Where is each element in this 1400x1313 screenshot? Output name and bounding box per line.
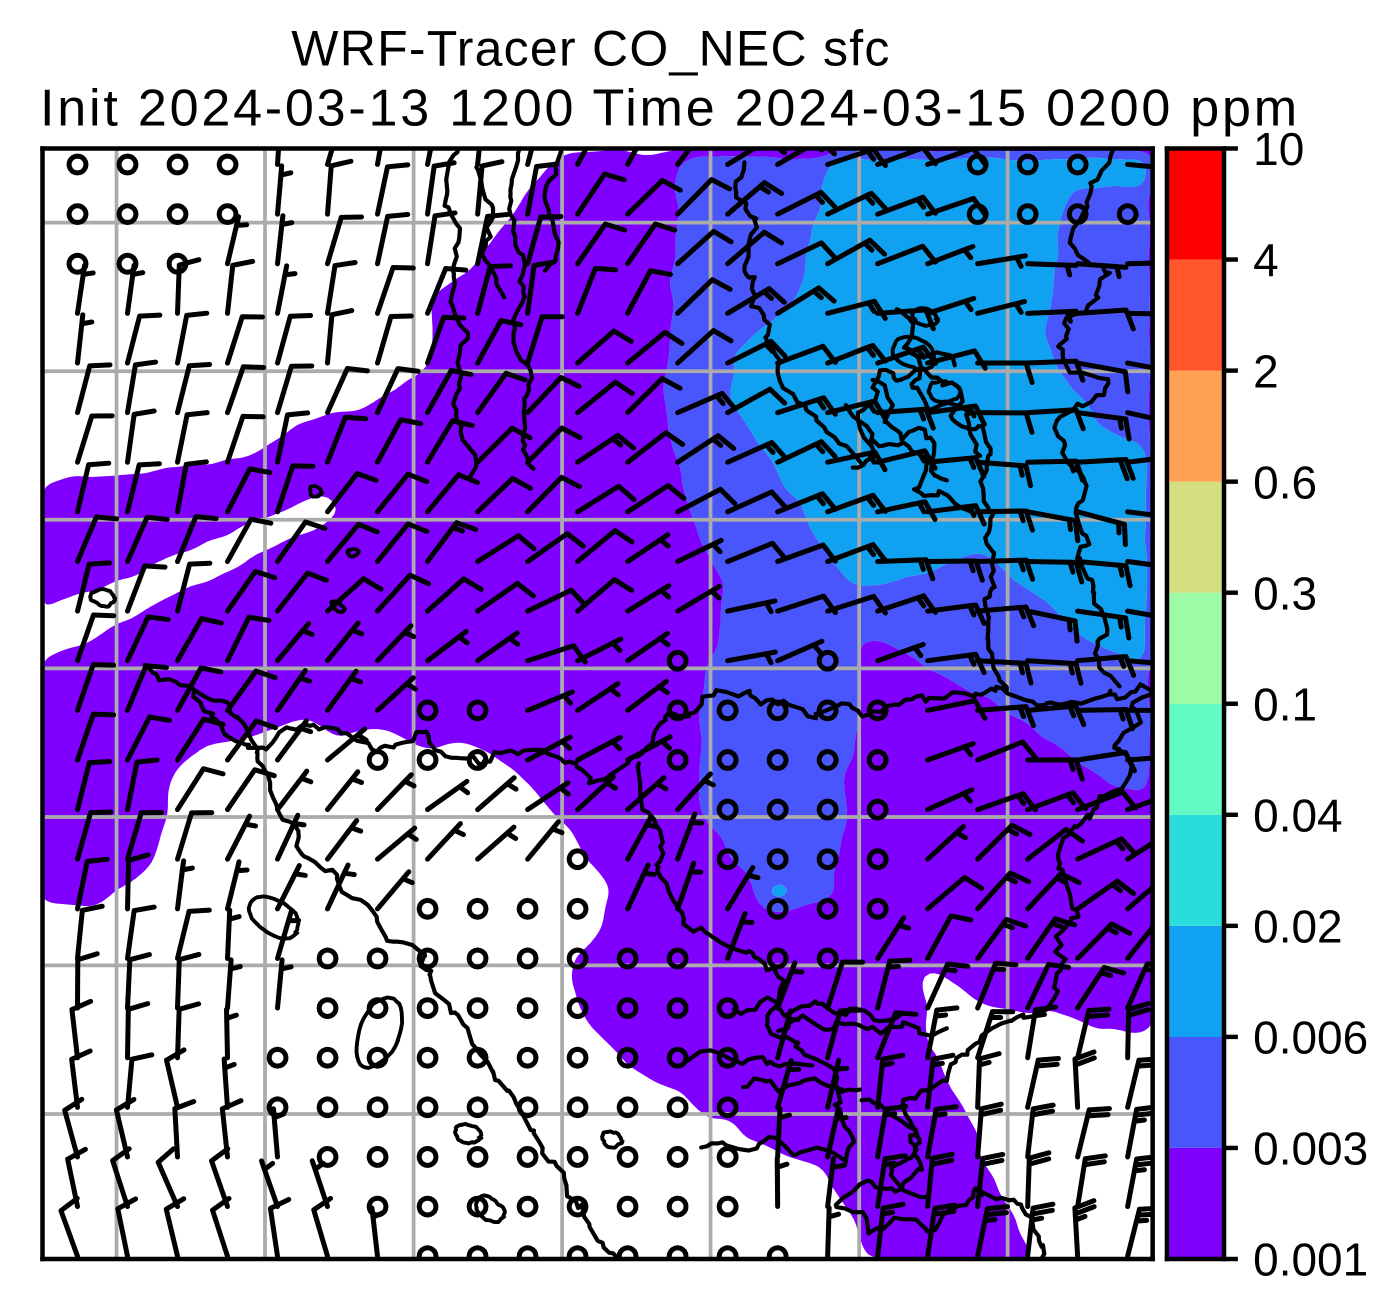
svg-text:2: 2	[1253, 345, 1279, 397]
svg-text:0.006: 0.006	[1253, 1012, 1368, 1064]
svg-text:0.003: 0.003	[1253, 1123, 1368, 1175]
svg-text:Init 2024-03-13 1200 Time 2024: Init 2024-03-13 1200 Time 2024-03-15 020…	[40, 80, 1300, 138]
svg-text:0.04: 0.04	[1253, 789, 1342, 841]
svg-text:WRF-Tracer CO_NEC sfc: WRF-Tracer CO_NEC sfc	[291, 21, 890, 77]
svg-text:0.6: 0.6	[1253, 456, 1317, 508]
svg-text:10: 10	[1253, 123, 1304, 175]
svg-text:0.001: 0.001	[1253, 1234, 1368, 1286]
svg-text:0.02: 0.02	[1253, 901, 1342, 953]
svg-text:4: 4	[1253, 234, 1279, 286]
svg-text:0.3: 0.3	[1253, 567, 1317, 619]
svg-text:0.1: 0.1	[1253, 678, 1317, 730]
